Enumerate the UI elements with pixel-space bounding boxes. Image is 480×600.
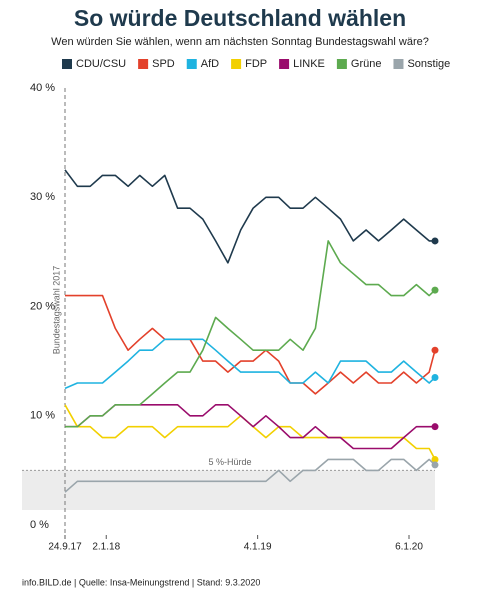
y-tick-label: 0 % xyxy=(30,519,49,531)
series-line xyxy=(64,458,436,493)
y-tick-label: 20 % xyxy=(30,300,55,312)
legend-swatch xyxy=(231,59,242,69)
y-tick-label: 40 % xyxy=(30,82,55,94)
chart-title: So würde Deutschland wählen xyxy=(74,5,406,31)
end-dot xyxy=(431,346,439,354)
legend-label: SPD xyxy=(152,58,175,70)
end-dot xyxy=(431,423,439,431)
y-tick-label: 10 % xyxy=(30,410,55,422)
legend-label: Grüne xyxy=(351,58,382,70)
chart-subtitle: Wen würden Sie wählen, wenn am nächsten … xyxy=(51,36,429,48)
legend-label: CDU/CSU xyxy=(76,58,126,70)
footer: info.BILD.de | Quelle: Insa-Meinungstren… xyxy=(22,577,260,587)
legend-swatch xyxy=(62,59,72,69)
marker-label: Bundestagswahl 2017 xyxy=(51,266,61,355)
end-dot xyxy=(431,455,439,463)
series-line xyxy=(64,404,436,460)
end-dot xyxy=(431,237,439,245)
legend-swatch xyxy=(336,59,347,69)
legend-swatch xyxy=(393,59,404,69)
threshold-band xyxy=(22,470,435,510)
x-tick-label: 2.1.18 xyxy=(92,542,120,553)
legend-label: AfD xyxy=(201,58,219,70)
threshold-label: 5 %-Hürde xyxy=(208,457,251,467)
legend-label: Sonstige xyxy=(407,58,450,70)
end-dot xyxy=(431,286,439,294)
y-tick-label: 30 % xyxy=(30,191,55,203)
series-line xyxy=(64,338,436,390)
series-line xyxy=(65,294,436,395)
legend-label: LINKE xyxy=(293,58,325,70)
legend-label: FDP xyxy=(245,58,267,70)
legend-swatch xyxy=(186,59,197,69)
x-tick-label: 24.9.17 xyxy=(48,542,82,553)
series-line xyxy=(64,169,435,264)
legend-swatch xyxy=(138,59,149,69)
end-dot xyxy=(431,461,439,469)
legend-swatch xyxy=(279,59,290,69)
x-tick-label: 4.1.19 xyxy=(244,542,272,553)
end-dot xyxy=(431,374,439,382)
x-tick-label: 6.1.20 xyxy=(395,542,423,553)
series-line xyxy=(65,240,436,428)
series-line xyxy=(65,404,435,450)
